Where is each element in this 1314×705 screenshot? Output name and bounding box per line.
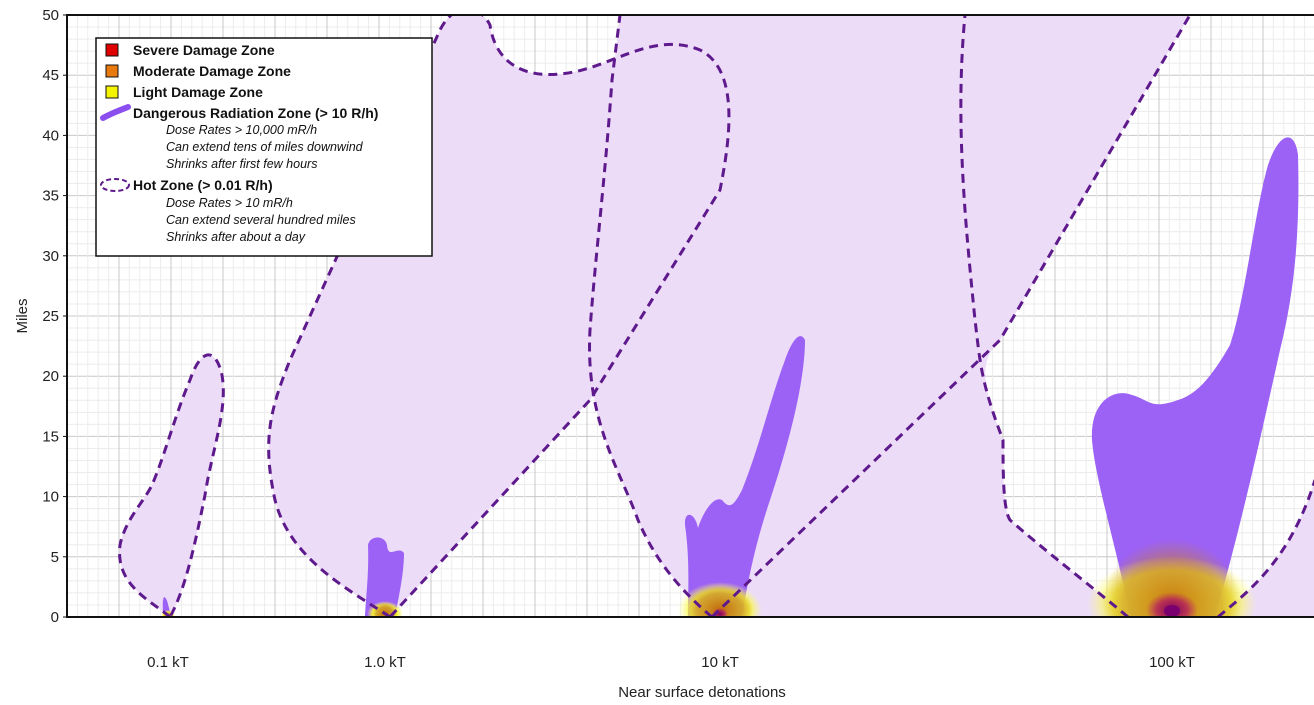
hot-zone-outline-0.1kt	[118, 353, 225, 617]
radiation-zone-100kt	[1091, 137, 1299, 617]
hot-zone-outline-100kt-left	[959, 15, 1129, 617]
legend-note-hot-3: Shrinks after about a day	[166, 230, 306, 244]
hot-zone-100kt	[1218, 482, 1314, 617]
severe-core-100kt	[1164, 605, 1180, 617]
legend-swatch-moderate	[105, 64, 119, 78]
y-tick-label: 15	[42, 428, 59, 445]
legend: Severe Damage Zone Moderate Damage Zone …	[95, 37, 433, 257]
hot-zone-outline-1kt-left	[267, 15, 731, 617]
x-category-label: 10 kT	[701, 654, 739, 671]
radiation-zone-1kt	[365, 537, 404, 617]
x-axis-ticks: 0.1 kT 1.0 kT 10 kT 100 kT	[147, 654, 1195, 671]
radiation-zone-10kt	[684, 336, 805, 617]
hot-zone-10kt	[589, 15, 1190, 617]
hot-zone-0.1kt	[119, 354, 224, 617]
legend-note-hot-1: Dose Rates > 10 mR/h	[166, 196, 293, 210]
legend-note-radiation-2: Can extend tens of miles downwind	[166, 140, 364, 154]
x-category-label: 0.1 kT	[147, 654, 189, 671]
y-tick-label: 40	[42, 127, 59, 144]
y-tick-label: 10	[42, 489, 59, 506]
y-tick-label: 20	[42, 368, 59, 385]
hot-zone-outline-10kt-right	[710, 15, 1192, 617]
y-axis-title: Miles	[14, 298, 31, 333]
severe-damage-100kt	[1146, 592, 1198, 617]
y-tick-label: 5	[51, 549, 59, 566]
legend-note-radiation-1: Dose Rates > 10,000 mR/h	[166, 123, 317, 137]
legend-label-radiation: Dangerous Radiation Zone (> 10 R/h)	[133, 105, 378, 121]
y-tick-label: 45	[42, 67, 59, 84]
moderate-damage-1kt	[373, 603, 397, 617]
legend-label-light: Light Damage Zone	[133, 84, 263, 100]
legend-label-severe: Severe Damage Zone	[133, 42, 275, 58]
y-tick-label: 30	[42, 248, 59, 265]
damage-zones	[161, 539, 1257, 617]
legend-label-moderate: Moderate Damage Zone	[133, 63, 291, 79]
moderate-damage-100kt	[1102, 539, 1242, 617]
hot-zone-outlines	[118, 15, 1314, 617]
y-tick-label: 0	[51, 609, 59, 626]
y-tick-label: 25	[42, 308, 59, 325]
y-tick-label: 50	[42, 7, 59, 24]
hot-zone-outline-10kt-left	[588, 15, 713, 617]
legend-label-hot: Hot Zone (> 0.01 R/h)	[133, 177, 273, 193]
hot-zone-outline-100kt-right	[1217, 479, 1314, 617]
legend-box	[95, 37, 433, 257]
y-axis-ticks: 0 5 10 15 20 25 30 35 40 45 50	[42, 7, 67, 626]
legend-note-hot-2: Can extend several hundred miles	[166, 213, 356, 227]
radiation-zones	[162, 137, 1299, 617]
legend-note-radiation-3: Shrinks after first few hours	[166, 157, 317, 171]
x-axis-title: Near surface detonations	[618, 684, 786, 701]
legend-swatch-radiation	[100, 104, 131, 121]
legend-swatch-hot	[100, 178, 130, 192]
x-category-label: 100 kT	[1149, 654, 1195, 671]
legend-swatch-light	[105, 85, 119, 99]
x-category-label: 1.0 kT	[364, 654, 406, 671]
legend-swatch-severe	[105, 43, 119, 57]
y-tick-label: 35	[42, 188, 59, 205]
